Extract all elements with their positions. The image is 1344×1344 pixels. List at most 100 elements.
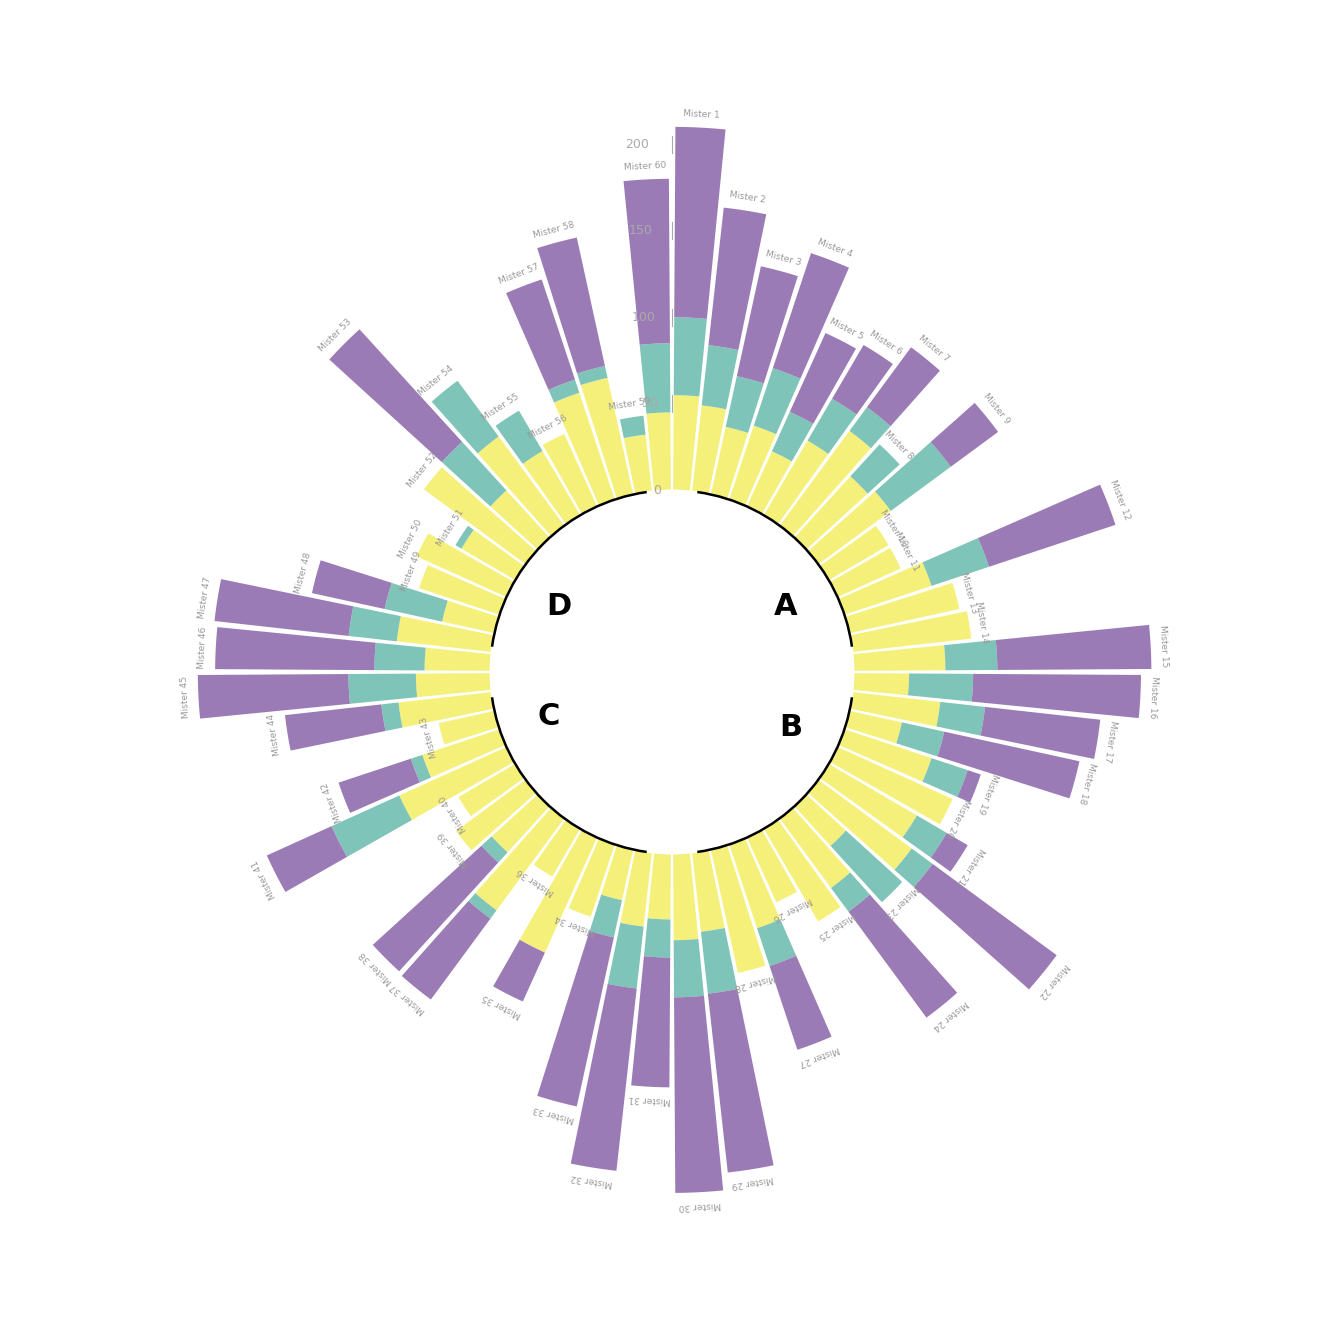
Text: Mister 31: Mister 31 (628, 1094, 671, 1105)
Text: Mister 15: Mister 15 (1159, 625, 1169, 668)
Polygon shape (922, 538, 989, 586)
Polygon shape (839, 730, 931, 782)
Text: Mister 41: Mister 41 (250, 859, 278, 900)
Polygon shape (922, 758, 968, 797)
Polygon shape (757, 919, 796, 966)
Polygon shape (569, 839, 614, 917)
Polygon shape (399, 747, 513, 820)
Polygon shape (520, 831, 597, 953)
Polygon shape (348, 606, 401, 641)
Polygon shape (621, 849, 652, 926)
Polygon shape (903, 816, 946, 857)
Polygon shape (648, 853, 671, 919)
Polygon shape (267, 827, 347, 892)
Polygon shape (839, 562, 931, 614)
Polygon shape (972, 673, 1141, 718)
Polygon shape (644, 918, 671, 957)
Text: Mister 21: Mister 21 (956, 845, 985, 886)
Text: A: A (774, 593, 797, 621)
Polygon shape (794, 794, 845, 845)
Polygon shape (425, 648, 491, 671)
Polygon shape (198, 675, 349, 719)
Polygon shape (423, 468, 536, 564)
Polygon shape (640, 343, 671, 414)
Polygon shape (571, 984, 637, 1171)
Polygon shape (895, 848, 933, 887)
Text: 150: 150 (629, 224, 652, 238)
Polygon shape (456, 526, 473, 548)
Polygon shape (711, 427, 749, 499)
Text: Mister 50: Mister 50 (396, 517, 425, 559)
Text: Mister 26: Mister 26 (771, 895, 813, 922)
Text: Mister 11: Mister 11 (894, 531, 921, 573)
Polygon shape (754, 368, 801, 434)
Polygon shape (957, 770, 981, 802)
Polygon shape (496, 411, 543, 464)
Text: Mister 54: Mister 54 (417, 364, 456, 398)
Polygon shape (538, 238, 605, 374)
Text: Mister 32: Mister 32 (570, 1173, 613, 1188)
Text: Mister 56: Mister 56 (527, 414, 569, 441)
Polygon shape (538, 931, 614, 1106)
Polygon shape (673, 853, 699, 941)
Text: Mister 39: Mister 39 (437, 829, 470, 868)
Polygon shape (372, 845, 499, 972)
Polygon shape (396, 616, 495, 652)
Polygon shape (909, 673, 973, 702)
Polygon shape (831, 548, 900, 597)
Polygon shape (469, 894, 496, 919)
Text: Mister 38: Mister 38 (359, 949, 395, 985)
Text: Mister 29: Mister 29 (731, 1175, 774, 1189)
Text: Mister 18: Mister 18 (1078, 762, 1097, 805)
Polygon shape (543, 434, 597, 513)
Text: Mister 44: Mister 44 (267, 714, 282, 757)
Text: Mister 19: Mister 19 (976, 771, 1000, 814)
Polygon shape (808, 399, 856, 454)
Polygon shape (491, 491, 550, 550)
Text: Mister 30: Mister 30 (679, 1200, 722, 1211)
Polygon shape (831, 872, 870, 911)
Polygon shape (978, 485, 1116, 567)
Text: Mister 58: Mister 58 (532, 220, 575, 239)
Text: 100: 100 (632, 310, 656, 324)
Polygon shape (215, 579, 353, 636)
Polygon shape (708, 207, 766, 349)
Text: Mister 8: Mister 8 (883, 429, 915, 461)
Polygon shape (702, 345, 738, 410)
Polygon shape (849, 407, 891, 449)
Polygon shape (831, 831, 902, 902)
Polygon shape (461, 530, 524, 581)
Polygon shape (931, 833, 968, 872)
Polygon shape (675, 126, 726, 319)
Text: Mister 25: Mister 25 (816, 910, 856, 941)
Polygon shape (554, 392, 614, 505)
Polygon shape (438, 711, 499, 745)
Polygon shape (996, 625, 1152, 669)
Polygon shape (348, 673, 417, 704)
Polygon shape (581, 378, 633, 499)
Polygon shape (590, 895, 622, 937)
Polygon shape (771, 411, 813, 461)
Polygon shape (675, 996, 723, 1193)
Polygon shape (845, 711, 902, 743)
Polygon shape (399, 692, 495, 727)
Polygon shape (808, 780, 911, 870)
Polygon shape (607, 923, 644, 988)
Polygon shape (770, 956, 832, 1050)
Text: 50: 50 (642, 398, 659, 410)
Text: Mister 40: Mister 40 (438, 794, 469, 835)
Text: Mister 60: Mister 60 (624, 161, 667, 172)
Text: Mister 59: Mister 59 (607, 396, 652, 413)
Polygon shape (794, 476, 868, 550)
Text: D: D (546, 593, 571, 621)
Polygon shape (673, 317, 707, 396)
Polygon shape (624, 179, 669, 345)
Circle shape (491, 491, 853, 853)
Text: Mister 37: Mister 37 (388, 981, 427, 1015)
Polygon shape (711, 845, 765, 973)
Polygon shape (493, 939, 544, 1001)
Text: Mister 17: Mister 17 (1102, 720, 1118, 763)
Polygon shape (832, 345, 892, 414)
Polygon shape (601, 845, 633, 900)
Polygon shape (937, 702, 985, 735)
